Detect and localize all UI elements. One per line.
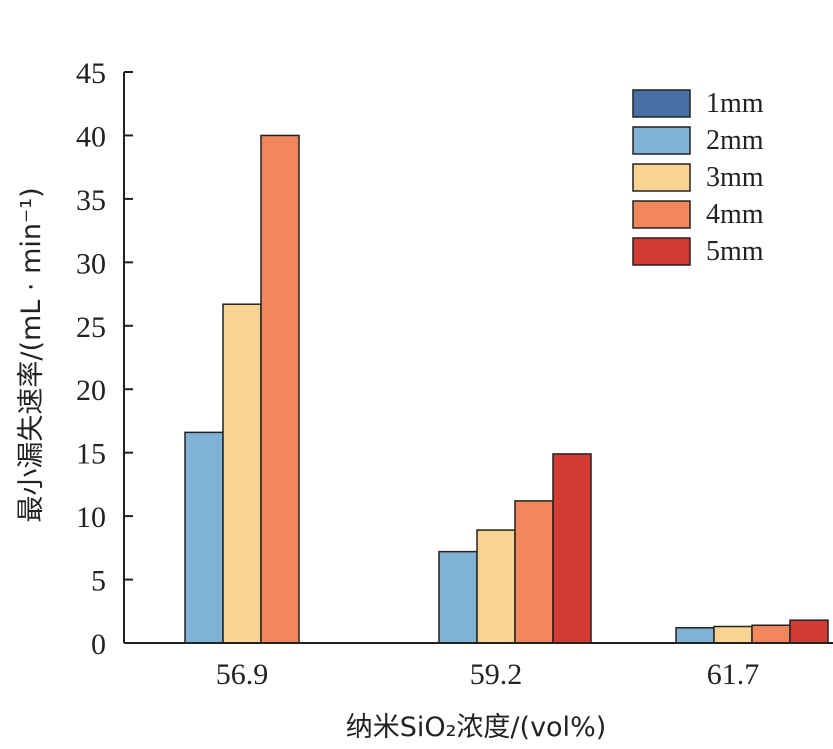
- x-tick-label: 56.9: [216, 658, 269, 691]
- bar-3mm-56.9: [222, 303, 262, 644]
- y-tick-label: 15: [76, 438, 106, 471]
- x-tick-label: 59.2: [470, 658, 523, 691]
- legend-label-1mm: 1mm: [706, 88, 764, 119]
- legend-swatch-1mm: [632, 89, 691, 118]
- legend-label-2mm: 2mm: [706, 125, 764, 156]
- y-tick-label: 10: [76, 501, 106, 534]
- bar-4mm-56.9: [260, 134, 300, 644]
- bar-3mm-61.7: [713, 625, 753, 644]
- legend-label-5mm: 5mm: [706, 236, 764, 267]
- bar-5mm-59.2: [552, 453, 592, 644]
- y-tick-label: 30: [76, 247, 106, 280]
- legend-swatch-5mm: [632, 237, 691, 266]
- y-tick-label: 35: [76, 184, 106, 217]
- x-ticks-group: 56.9 59.2 61.7: [216, 658, 760, 691]
- y-tick-label: 25: [76, 311, 106, 344]
- axes-group: [123, 72, 833, 644]
- legend-swatch-2mm: [632, 126, 691, 155]
- y-ticks-group: 0 5 10 15 20 25 30 35 40 45: [76, 57, 133, 661]
- y-tick-label: 45: [76, 57, 106, 90]
- bar-5mm-61.7: [789, 619, 829, 644]
- x-axis-title: 纳米SiO₂浓度/(vol%): [346, 712, 607, 743]
- legend-swatch-4mm: [632, 200, 691, 229]
- bar-3mm-59.2: [476, 529, 516, 644]
- bar-4mm-61.7: [751, 624, 791, 644]
- legend-swatch-3mm: [632, 163, 691, 192]
- y-tick-label: 40: [76, 120, 106, 153]
- y-tick-label: 20: [76, 374, 106, 407]
- bars-group: [184, 134, 829, 644]
- legend: 1mm 2mm 3mm 4mm 5mm: [632, 88, 764, 267]
- y-tick-label: 0: [91, 628, 106, 661]
- legend-label-4mm: 4mm: [706, 199, 764, 230]
- bar-4mm-59.2: [514, 500, 554, 644]
- y-axis-title: 最小漏失速率/(mL · min⁻¹): [16, 187, 47, 522]
- bar-2mm-61.7: [675, 627, 715, 644]
- legend-label-3mm: 3mm: [706, 162, 764, 193]
- bar-2mm-59.2: [438, 550, 478, 644]
- x-tick-label: 61.7: [707, 658, 760, 691]
- y-tick-label: 5: [91, 565, 106, 598]
- bar-2mm-56.9: [184, 431, 224, 644]
